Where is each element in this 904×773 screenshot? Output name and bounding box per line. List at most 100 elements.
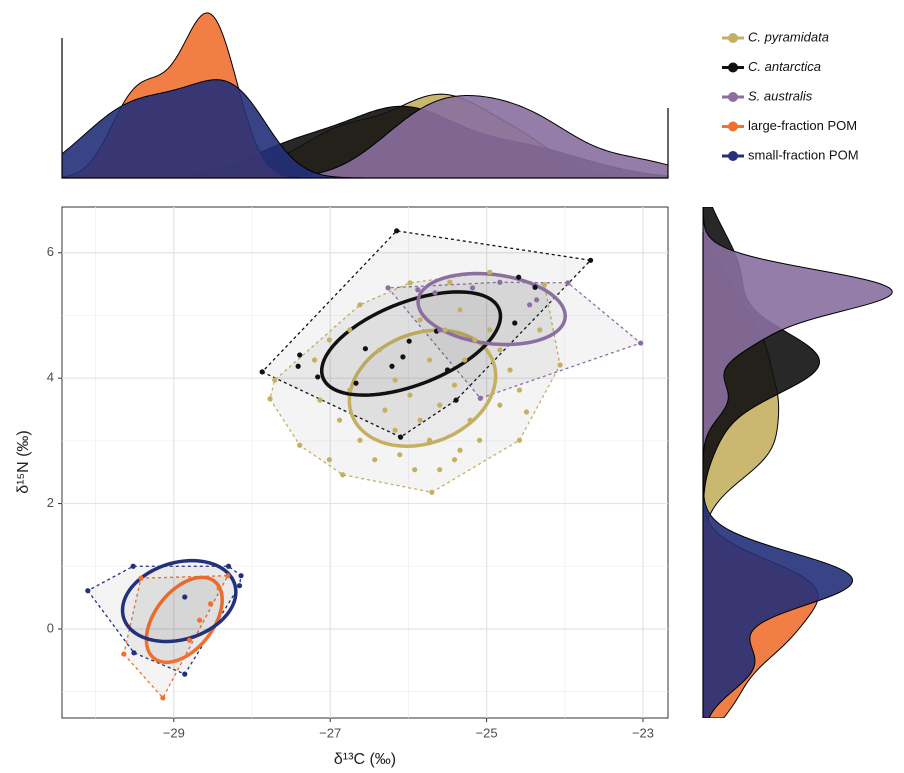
point	[452, 457, 457, 462]
point	[297, 443, 302, 448]
point	[260, 369, 265, 374]
point	[397, 452, 402, 457]
point	[197, 618, 202, 623]
point	[393, 428, 398, 433]
point	[357, 302, 362, 307]
point	[542, 282, 547, 287]
point	[272, 377, 277, 382]
x-tick-label: −29	[163, 725, 185, 740]
point	[407, 339, 412, 344]
y-tick-label: 0	[47, 620, 54, 635]
point	[382, 408, 387, 413]
point	[187, 638, 192, 643]
point	[372, 457, 377, 462]
point	[347, 327, 352, 332]
point	[131, 564, 136, 569]
point	[418, 418, 423, 423]
point	[470, 285, 475, 290]
point	[487, 270, 492, 275]
point	[457, 448, 462, 453]
point	[85, 588, 90, 593]
point	[407, 280, 412, 285]
point	[312, 357, 317, 362]
point	[447, 280, 452, 285]
point	[327, 457, 332, 462]
point	[516, 275, 521, 280]
point	[217, 586, 222, 591]
chart: δ¹³C (‰) δ¹⁵N (‰) −29−27−25−230246C. pyr…	[0, 0, 904, 773]
point	[507, 367, 512, 372]
point	[437, 467, 442, 472]
point	[415, 287, 420, 292]
legend-marker	[728, 122, 738, 132]
point	[517, 387, 522, 392]
point	[487, 327, 492, 332]
point	[524, 409, 529, 414]
point	[160, 695, 165, 700]
point	[340, 472, 345, 477]
legend-marker	[728, 151, 738, 161]
point	[138, 576, 143, 581]
point	[497, 347, 502, 352]
x-tick-label: −27	[319, 725, 341, 740]
point	[208, 601, 213, 606]
point	[429, 490, 434, 495]
point	[468, 418, 473, 423]
x-tick-label: −23	[632, 725, 654, 740]
point	[327, 337, 332, 342]
point	[347, 387, 352, 392]
y-tick-label: 6	[47, 244, 54, 259]
point	[517, 438, 522, 443]
point	[497, 403, 502, 408]
point	[477, 438, 482, 443]
point	[337, 418, 342, 423]
point	[638, 340, 643, 345]
point	[398, 435, 403, 440]
point	[452, 382, 457, 387]
point	[532, 285, 537, 290]
point	[385, 285, 390, 290]
point	[357, 438, 362, 443]
legend-label: C. pyramidata	[748, 29, 829, 44]
top-density-panel	[62, 13, 668, 178]
x-axis-title: δ¹³C (‰)	[334, 751, 396, 768]
point	[565, 280, 570, 285]
legend-label: S. australis	[748, 88, 813, 103]
point	[462, 357, 467, 362]
point	[472, 337, 477, 342]
point	[121, 651, 126, 656]
y-tick-label: 4	[47, 370, 54, 385]
point	[238, 573, 243, 578]
point	[497, 280, 502, 285]
point	[389, 364, 394, 369]
point	[427, 357, 432, 362]
point	[537, 327, 542, 332]
point	[557, 362, 562, 367]
legend-label: large-fraction POM	[748, 118, 857, 133]
point	[527, 302, 532, 307]
point	[432, 290, 437, 295]
point	[534, 297, 539, 302]
y-axis-title: δ¹⁵N (‰)	[15, 430, 32, 494]
point	[315, 374, 320, 379]
legend-label: C. antarctica	[748, 59, 821, 74]
point	[453, 398, 458, 403]
point	[226, 564, 231, 569]
point	[225, 573, 230, 578]
point	[296, 364, 301, 369]
point	[407, 392, 412, 397]
point	[237, 583, 242, 588]
point	[437, 327, 442, 332]
point	[131, 650, 136, 655]
legend-label: small-fraction POM	[748, 147, 859, 162]
point	[267, 396, 272, 401]
y-tick-label: 2	[47, 495, 54, 510]
legend-marker	[728, 63, 738, 73]
point	[457, 307, 462, 312]
point	[377, 347, 382, 352]
point	[427, 438, 432, 443]
point	[418, 317, 423, 322]
point	[478, 396, 483, 401]
point	[297, 352, 302, 357]
point	[400, 354, 405, 359]
